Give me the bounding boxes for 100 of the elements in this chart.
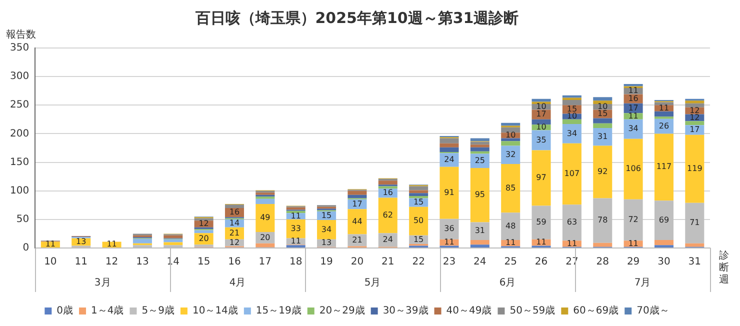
data-label: 31	[598, 132, 608, 141]
data-label: 95	[474, 190, 486, 200]
data-label: 17	[690, 125, 700, 134]
text: 5月	[364, 278, 381, 289]
x-tick-label: 18	[289, 256, 302, 268]
x-tick-label: 16	[228, 256, 241, 268]
x-tick-label: 24	[474, 256, 486, 268]
x-tick-label: 11	[74, 256, 88, 268]
data-label: 11	[506, 238, 516, 248]
data-label: 11	[628, 238, 638, 248]
data-label: 35	[536, 135, 546, 144]
data-label: 15	[598, 109, 608, 118]
data-label: 78	[598, 216, 608, 225]
data-label: 107	[564, 169, 580, 178]
x-tick-label: 23	[442, 256, 456, 268]
text: 7月	[634, 278, 651, 289]
legend-label: 40～49歳	[446, 304, 492, 317]
data-label: 69	[658, 215, 670, 224]
data-label: 13	[76, 237, 86, 246]
data-label: 48	[506, 221, 516, 230]
x-tick-label: 28	[596, 256, 609, 268]
data-label: 62	[382, 210, 393, 220]
data-label: 11	[45, 240, 56, 249]
data-label: 12	[690, 106, 700, 115]
data-label: 119	[687, 164, 702, 173]
legend-label: 60～69歳	[573, 304, 619, 317]
y-tick-label: 50	[16, 214, 30, 226]
y-tick-label: 0	[22, 242, 30, 254]
data-label: 34	[321, 224, 332, 234]
y-tick-label: 100	[10, 185, 30, 196]
data-label: 16	[628, 94, 638, 103]
data-label: 11	[536, 238, 546, 247]
data-label: 16	[229, 208, 240, 217]
data-label: 26	[658, 121, 670, 130]
text: 4月	[229, 278, 246, 289]
data-label: 11	[290, 211, 301, 220]
data-label: 11	[628, 111, 638, 120]
data-label: 117	[656, 162, 672, 172]
legend-label: 50～59歳	[510, 304, 556, 317]
x-tick-label: 17	[258, 256, 272, 268]
legend-label: 5～9歳	[142, 304, 174, 317]
data-label: 15	[413, 234, 424, 244]
data-label: 15	[566, 104, 578, 114]
data-label: 92	[598, 167, 608, 176]
data-label: 44	[352, 216, 362, 226]
data-label: 91	[444, 188, 454, 197]
data-label: 12	[198, 219, 209, 228]
y-tick-label: 150	[10, 156, 30, 168]
data-label: 20	[260, 232, 270, 242]
data-label: 33	[290, 224, 301, 233]
data-label: 11	[106, 240, 117, 249]
legend-label: 10～14歳	[192, 304, 238, 317]
x-tick-label: 10	[44, 256, 57, 268]
data-label: 63	[566, 218, 578, 227]
legend-label: 70歳～	[636, 304, 670, 317]
x-tick-label: 30	[658, 256, 670, 268]
data-label: 34	[566, 128, 578, 138]
data-label: 21	[229, 228, 240, 238]
data-label: 17	[536, 110, 546, 119]
x-axis-title: 診断週	[719, 250, 729, 286]
x-tick-label: 22	[412, 256, 425, 268]
data-label: 11	[566, 238, 578, 248]
data-label: 11	[658, 103, 670, 112]
legend-label: 1～4歳	[91, 304, 124, 317]
data-label: 11	[628, 86, 638, 96]
data-label: 32	[506, 150, 516, 159]
y-tick-label: 350	[10, 42, 30, 54]
data-label: 17	[628, 103, 638, 112]
data-label: 16	[382, 188, 393, 198]
data-label: 10	[506, 130, 516, 140]
data-label: 12	[690, 112, 700, 122]
y-tick-label: 300	[10, 71, 30, 82]
legend-label: 15～19歳	[256, 304, 302, 317]
chart-title: 百日咳（埼玉県）2025年第10週～第31週診断	[194, 8, 519, 27]
data-label: 10	[598, 102, 608, 111]
x-tick-label: 19	[320, 256, 333, 268]
data-label: 85	[506, 183, 516, 192]
data-label: 10	[536, 122, 546, 132]
x-tick-label: 12	[105, 256, 118, 268]
x-tick-label: 26	[534, 256, 548, 268]
data-label: 15	[413, 198, 424, 207]
data-label: 20	[198, 234, 209, 243]
data-label: 106	[626, 164, 641, 174]
text: 3月	[94, 278, 111, 289]
y-tick-label: 200	[10, 128, 30, 140]
x-tick-label: 25	[504, 256, 517, 268]
data-label: 24	[444, 155, 454, 164]
data-label: 59	[536, 218, 546, 227]
data-label: 97	[536, 173, 546, 182]
x-tick-label: 20	[350, 256, 364, 268]
data-label: 11	[444, 238, 454, 247]
data-label: 50	[413, 216, 424, 226]
legend-label: 30～39歳	[382, 304, 428, 317]
data-label: 36	[444, 224, 454, 234]
data-label: 71	[690, 218, 700, 228]
data-label: 25	[474, 156, 486, 165]
y-axis-title: 報告数	[6, 28, 36, 41]
y-tick-label: 250	[10, 100, 30, 111]
data-label: 15	[321, 210, 332, 220]
data-label: 11	[290, 236, 301, 246]
